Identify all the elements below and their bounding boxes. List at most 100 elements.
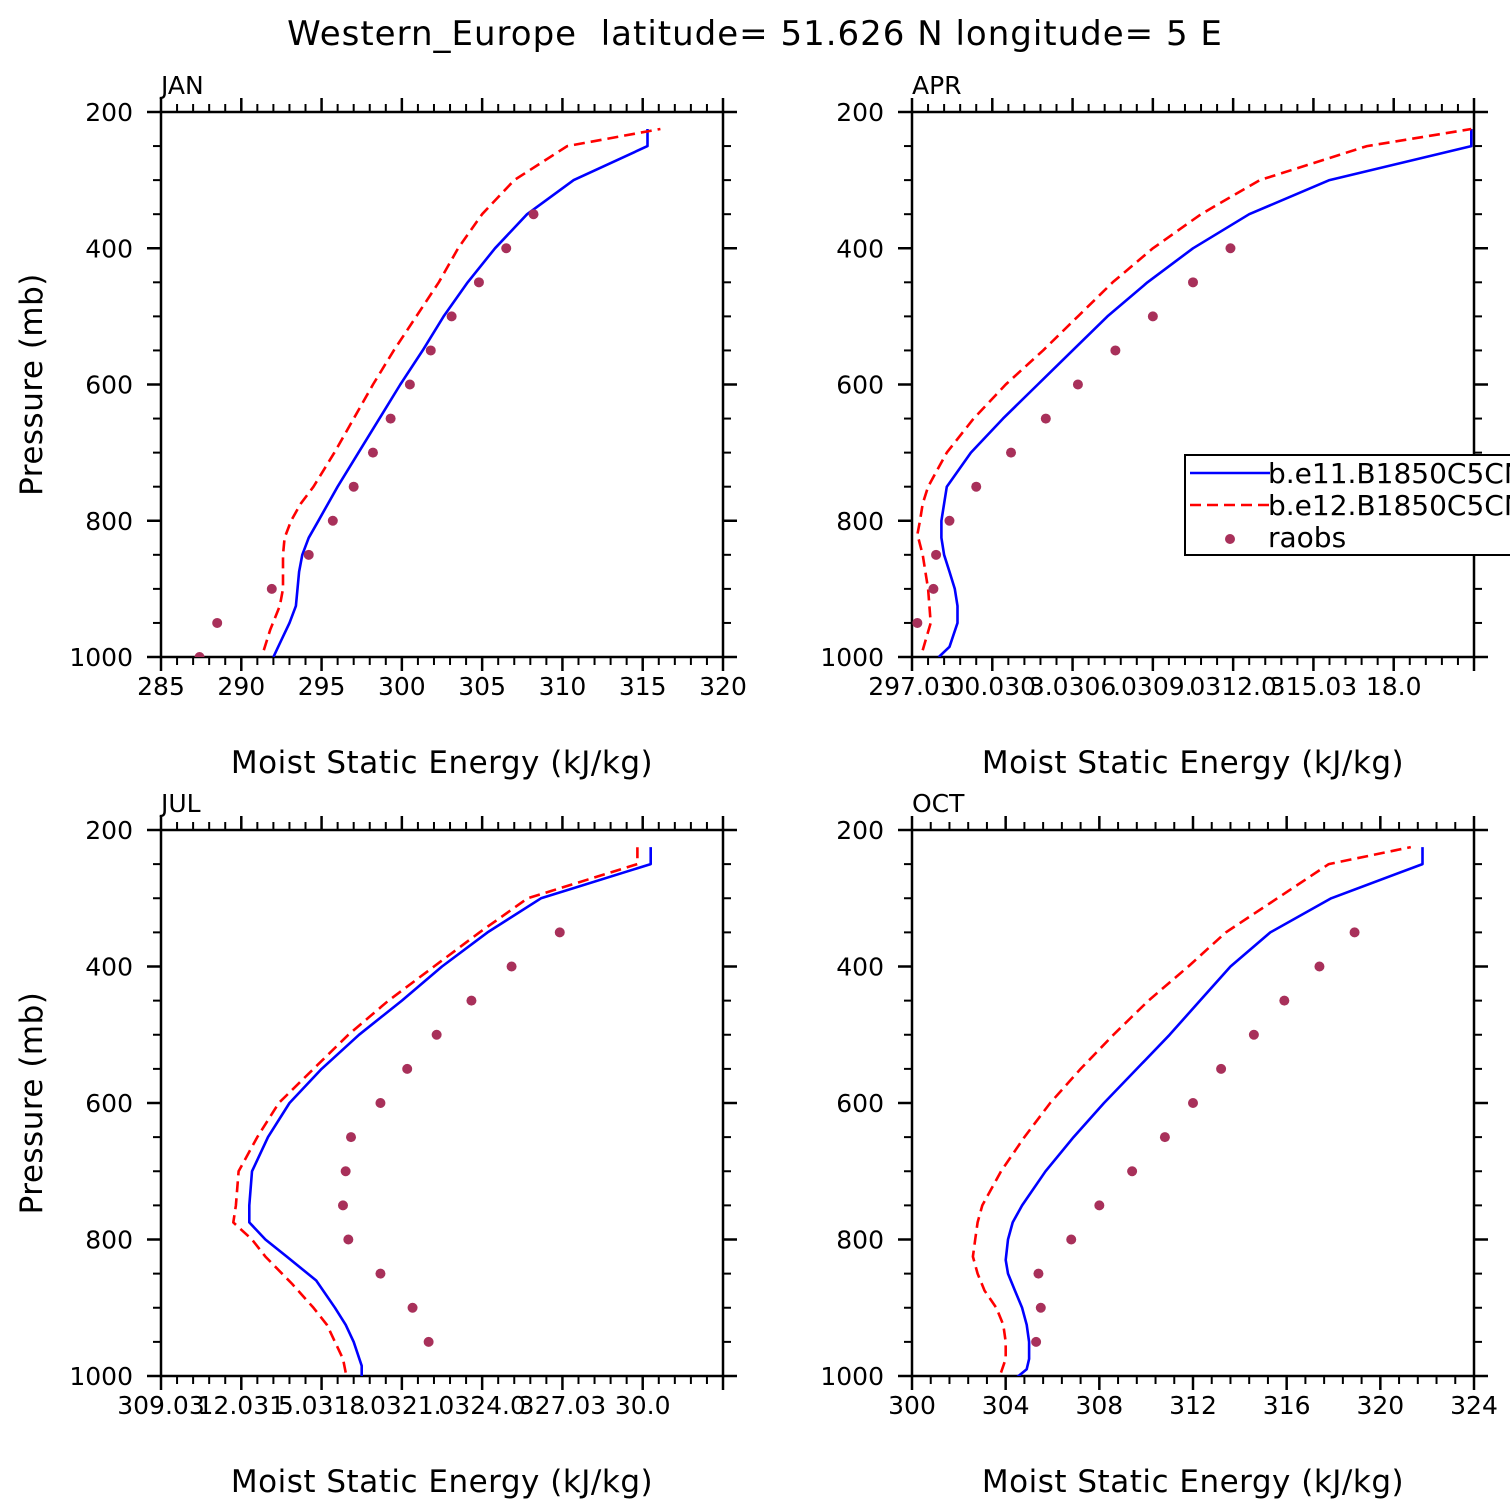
x-tick-label: .0321. bbox=[362, 1391, 442, 1420]
y-tick-label: 800 bbox=[836, 507, 884, 536]
raobs-point bbox=[348, 481, 359, 492]
x-tick-label: 320 bbox=[699, 672, 747, 701]
x-tick-label: 300 bbox=[378, 672, 426, 701]
raobs-point bbox=[343, 1234, 354, 1245]
y-tick-label: 400 bbox=[836, 953, 884, 982]
raobs-point bbox=[1314, 961, 1325, 972]
raobs-point bbox=[431, 1029, 442, 1040]
series-line-b.e11.B1850C5CN bbox=[272, 129, 649, 657]
plot-frame bbox=[910, 110, 1476, 659]
raobs-point bbox=[1066, 1234, 1077, 1245]
legend-label: raobs bbox=[1268, 521, 1346, 554]
y-tick-label: 400 bbox=[836, 234, 884, 263]
raobs-point bbox=[404, 379, 415, 390]
raobs-point bbox=[1225, 243, 1236, 254]
raobs-point bbox=[1127, 1166, 1138, 1177]
raobs-point bbox=[337, 1200, 348, 1211]
x-tick-label: 290 bbox=[217, 672, 265, 701]
plot-frame bbox=[159, 110, 725, 659]
plot-area bbox=[971, 845, 1424, 1376]
x-axis-label: Moist Static Energy (kJ/kg) bbox=[231, 745, 653, 781]
raobs-point bbox=[1006, 447, 1017, 458]
plot-area bbox=[194, 127, 661, 657]
y-tick-label: 200 bbox=[836, 98, 884, 127]
legend-marker-raobs bbox=[1225, 534, 1235, 544]
series-line-b.e12.B1850C5CN bbox=[971, 845, 1412, 1374]
x-tick-label: .0309. bbox=[1113, 672, 1193, 701]
raobs-point bbox=[212, 617, 223, 628]
x-tick-label: 315 bbox=[619, 672, 667, 701]
raobs-point bbox=[528, 209, 539, 220]
y-tick-label: 800 bbox=[85, 1226, 133, 1255]
panel-jan: 285 290 295 300 305 310 315 320 200 400 600 800 1000… bbox=[14, 71, 747, 781]
raobs-point bbox=[266, 583, 277, 594]
raobs-point bbox=[1216, 1063, 1227, 1074]
x-tick-label: 0312.0 bbox=[1189, 672, 1276, 701]
y-tick-label: 1000 bbox=[69, 643, 133, 672]
series-line-b.e11.B1850C5CN bbox=[937, 129, 1473, 657]
x-tick-label: 300 bbox=[888, 1391, 936, 1420]
y-tick-label: 200 bbox=[85, 816, 133, 845]
raobs-point bbox=[194, 652, 205, 657]
raobs-point bbox=[446, 311, 457, 322]
x-tick-label: 285 bbox=[137, 672, 185, 701]
raobs-point bbox=[375, 1268, 386, 1279]
x-tick-label: 297.03 bbox=[868, 672, 955, 701]
raobs-point bbox=[407, 1302, 418, 1313]
y-tick-label: 1000 bbox=[69, 1362, 133, 1391]
raobs-point bbox=[1188, 277, 1198, 288]
x-axis-label: Moist Static Energy (kJ/kg) bbox=[982, 745, 1404, 781]
raobs-point bbox=[501, 243, 512, 254]
x-tick-label: 308 bbox=[1075, 1391, 1123, 1420]
raobs-point bbox=[1110, 345, 1121, 356]
y-tick-label: 600 bbox=[85, 1089, 133, 1118]
raobs-point bbox=[1072, 379, 1083, 390]
series-line-b.e12.B1850C5CN bbox=[916, 127, 1472, 651]
raobs-point bbox=[1248, 1029, 1259, 1040]
y-tick-label: 1000 bbox=[820, 1362, 884, 1391]
x-tick-label: 12.031 bbox=[198, 1391, 285, 1420]
plot-frame bbox=[159, 828, 725, 1378]
x-tick-label: 320 bbox=[1356, 1391, 1404, 1420]
raobs-point bbox=[1040, 413, 1051, 424]
y-tick-label: 600 bbox=[836, 371, 884, 400]
raobs-point bbox=[971, 481, 982, 492]
plot-area bbox=[232, 847, 653, 1376]
y-tick-label: 400 bbox=[85, 953, 133, 982]
x-tick-label: 312 bbox=[1169, 1391, 1217, 1420]
x-tick-label: 327.03 bbox=[519, 1391, 606, 1420]
raobs-point bbox=[367, 447, 378, 458]
raobs-point bbox=[912, 617, 923, 628]
raobs-point bbox=[1279, 995, 1290, 1006]
raobs-point bbox=[303, 549, 314, 560]
raobs-point bbox=[346, 1132, 357, 1143]
series-line-b.e11.B1850C5CN bbox=[248, 847, 653, 1376]
panel-title: OCT bbox=[912, 789, 965, 818]
figure-title: Western_Europe latitude= 51.626 N longit… bbox=[287, 14, 1223, 54]
raobs-point bbox=[1188, 1098, 1198, 1108]
x-tick-label: 309.03 bbox=[117, 1391, 204, 1420]
raobs-point bbox=[327, 515, 338, 526]
raobs-point bbox=[1033, 1268, 1044, 1279]
raobs-point bbox=[385, 413, 396, 424]
series-line-b.e12.B1850C5CN bbox=[262, 127, 661, 651]
y-tick-label: 600 bbox=[836, 1089, 884, 1118]
raobs-point bbox=[1147, 311, 1158, 322]
panel-title: JAN bbox=[159, 71, 204, 100]
raobs-point bbox=[1035, 1302, 1046, 1313]
raobs-point bbox=[554, 927, 565, 938]
y-tick-label: 200 bbox=[85, 98, 133, 127]
y-axis-label: Pressure (mb) bbox=[14, 273, 50, 496]
series-line-b.e12.B1850C5CN bbox=[232, 847, 639, 1373]
panel-title: JUL bbox=[159, 789, 201, 818]
x-tick-label: 5.0318 bbox=[278, 1391, 365, 1420]
raobs-point bbox=[944, 515, 955, 526]
raobs-point bbox=[1031, 1336, 1042, 1347]
raobs-point bbox=[1094, 1200, 1105, 1211]
raobs-point bbox=[1159, 1132, 1170, 1143]
raobs-point bbox=[425, 345, 436, 356]
legend-label: b.e11.B1850C5CN bbox=[1268, 457, 1510, 490]
